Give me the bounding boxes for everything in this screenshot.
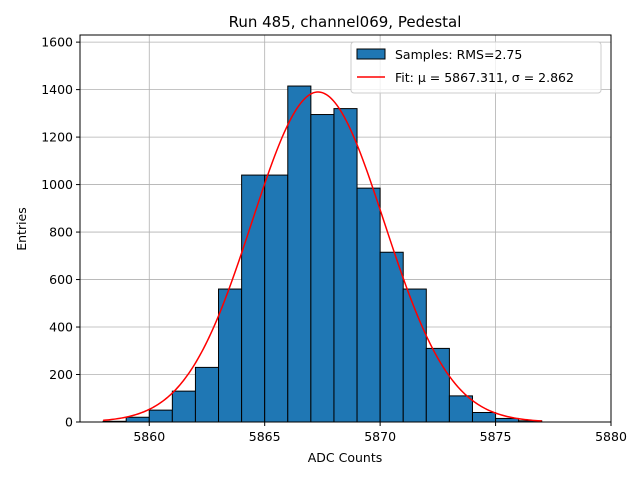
y-tick-label: 800 xyxy=(49,225,73,240)
y-tick-label: 400 xyxy=(49,320,73,335)
x-axis-label: ADC Counts xyxy=(308,450,383,465)
histogram-bar xyxy=(148,409,173,423)
histogram-bar xyxy=(471,412,497,423)
legend: Samples: RMS=2.75 Fit: μ = 5867.311, σ =… xyxy=(350,41,602,94)
y-tick-label: 1000 xyxy=(41,177,73,192)
y-tick-label: 600 xyxy=(49,272,73,287)
histogram-bars xyxy=(102,85,543,423)
gaussian-fit-curve xyxy=(103,91,542,422)
legend-box xyxy=(350,41,602,94)
histogram-bar xyxy=(495,417,520,423)
y-tick-label: 1200 xyxy=(41,130,73,145)
histogram-bar xyxy=(194,366,220,423)
x-tick-label: 5865 xyxy=(249,429,281,444)
histogram-bar xyxy=(241,174,266,423)
histogram-bar xyxy=(448,395,473,423)
y-tick-label: 200 xyxy=(49,367,73,382)
histogram-bar xyxy=(171,390,196,423)
y-axis-label: Entries xyxy=(14,207,29,251)
histogram-bar xyxy=(264,174,289,423)
y-tick-label: 0 xyxy=(65,415,73,430)
x-tick-label: 5880 xyxy=(595,429,627,444)
x-tick-label: 5875 xyxy=(480,429,512,444)
histogram-bar xyxy=(310,114,335,423)
histogram-bar xyxy=(333,108,358,423)
y-tick-label: 1600 xyxy=(41,35,73,50)
x-tick-label: 5870 xyxy=(364,429,396,444)
histogram-bar xyxy=(356,187,381,423)
legend-label-samples: Samples: RMS=2.75 xyxy=(395,47,522,62)
legend-label-fit: Fit: μ = 5867.311, σ = 2.862 xyxy=(395,70,574,85)
y-tick-label: 1400 xyxy=(41,82,73,97)
x-axis-ticks: 5860 5865 5870 5875 5880 xyxy=(133,422,627,444)
x-tick-label: 5860 xyxy=(133,429,165,444)
histogram-bar xyxy=(125,416,150,423)
y-axis-ticks: 0 200 400 600 800 1000 1200 1400 1600 xyxy=(41,35,80,430)
histogram-bar xyxy=(379,251,404,423)
plot-frame xyxy=(79,34,612,423)
histogram-bar xyxy=(287,85,312,423)
legend-histogram-swatch xyxy=(356,48,386,60)
chart-title: Run 485, channel069, Pedestal xyxy=(229,13,462,31)
